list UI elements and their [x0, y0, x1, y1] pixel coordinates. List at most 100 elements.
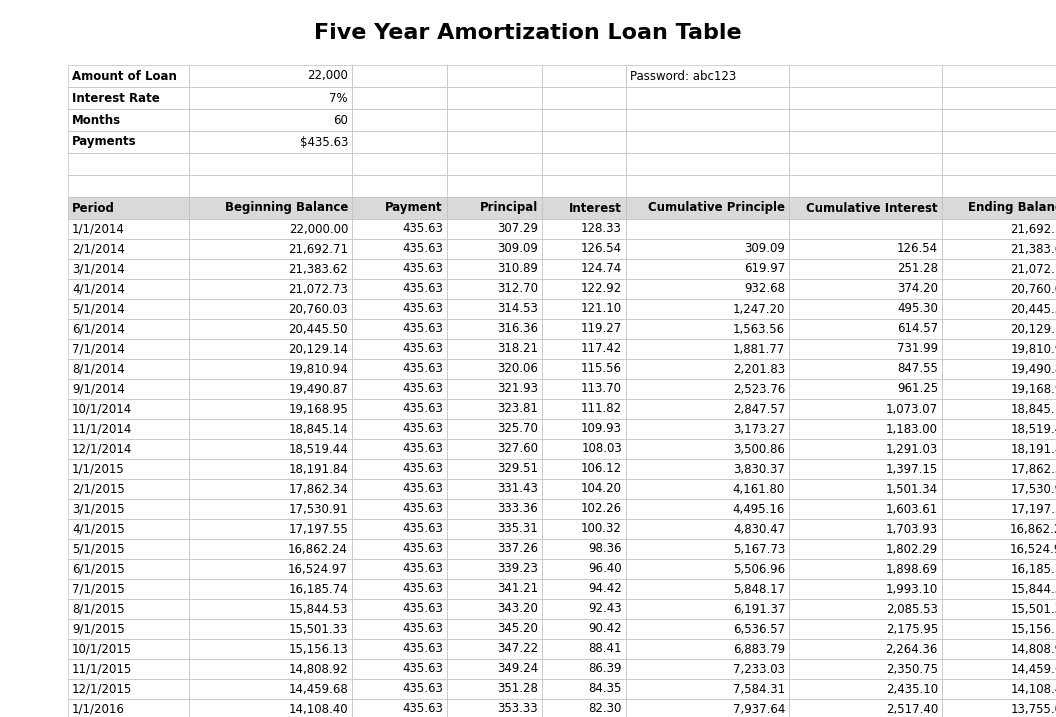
- Bar: [626, 579, 789, 599]
- Bar: [789, 459, 942, 479]
- Text: 435.63: 435.63: [402, 402, 444, 415]
- Text: 1,247.20: 1,247.20: [733, 303, 785, 315]
- Bar: [447, 459, 542, 479]
- Bar: [942, 539, 1056, 559]
- Text: 6/1/2015: 6/1/2015: [72, 563, 125, 576]
- Text: 435.63: 435.63: [402, 462, 444, 475]
- Text: 435.63: 435.63: [402, 382, 444, 396]
- Bar: [942, 65, 1056, 87]
- Bar: [352, 519, 447, 539]
- Bar: [352, 131, 447, 153]
- Text: 435.63: 435.63: [402, 242, 444, 255]
- Bar: [789, 279, 942, 299]
- Bar: [942, 439, 1056, 459]
- Bar: [68, 459, 189, 479]
- Bar: [352, 219, 447, 239]
- Bar: [447, 539, 542, 559]
- Text: 316.36: 316.36: [497, 323, 538, 336]
- Text: 7,584.31: 7,584.31: [733, 683, 785, 695]
- Bar: [189, 639, 352, 659]
- Text: 19,490.87: 19,490.87: [288, 382, 348, 396]
- Bar: [942, 419, 1056, 439]
- Text: 339.23: 339.23: [497, 563, 538, 576]
- Bar: [189, 679, 352, 699]
- Bar: [789, 319, 942, 339]
- Text: 5,506.96: 5,506.96: [733, 563, 785, 576]
- Text: 17,862.34: 17,862.34: [1011, 462, 1056, 475]
- Bar: [789, 153, 942, 175]
- Text: 1,603.61: 1,603.61: [886, 503, 938, 516]
- Bar: [189, 399, 352, 419]
- Bar: [68, 239, 189, 259]
- Bar: [789, 419, 942, 439]
- Text: 435.63: 435.63: [402, 303, 444, 315]
- Text: 333.36: 333.36: [497, 503, 538, 516]
- Text: 435.63: 435.63: [402, 602, 444, 615]
- Bar: [68, 319, 189, 339]
- Bar: [189, 109, 352, 131]
- Text: 435.63: 435.63: [402, 582, 444, 596]
- Bar: [68, 599, 189, 619]
- Text: 329.51: 329.51: [497, 462, 538, 475]
- Text: 310.89: 310.89: [497, 262, 538, 275]
- Bar: [542, 259, 626, 279]
- Text: 9/1/2014: 9/1/2014: [72, 382, 125, 396]
- Text: 108.03: 108.03: [581, 442, 622, 455]
- Text: 22,000: 22,000: [307, 70, 348, 82]
- Bar: [68, 175, 189, 197]
- Text: 20,129.14: 20,129.14: [288, 343, 348, 356]
- Bar: [626, 319, 789, 339]
- Bar: [542, 559, 626, 579]
- Bar: [542, 153, 626, 175]
- Text: 9/1/2015: 9/1/2015: [72, 622, 125, 635]
- Bar: [789, 359, 942, 379]
- Text: 1,291.03: 1,291.03: [886, 442, 938, 455]
- Text: 12/1/2015: 12/1/2015: [72, 683, 132, 695]
- Text: 96.40: 96.40: [588, 563, 622, 576]
- Text: 309.09: 309.09: [744, 242, 785, 255]
- Text: 15,156.13: 15,156.13: [1011, 622, 1056, 635]
- Text: 18,845.14: 18,845.14: [288, 422, 348, 435]
- Bar: [189, 439, 352, 459]
- Text: 435.63: 435.63: [402, 663, 444, 675]
- Bar: [447, 599, 542, 619]
- Text: 16,185.74: 16,185.74: [1011, 563, 1056, 576]
- Text: 314.53: 314.53: [497, 303, 538, 315]
- Text: 8/1/2014: 8/1/2014: [72, 363, 125, 376]
- Text: 6,536.57: 6,536.57: [733, 622, 785, 635]
- Bar: [447, 639, 542, 659]
- Bar: [352, 399, 447, 419]
- Bar: [542, 279, 626, 299]
- Bar: [68, 559, 189, 579]
- Bar: [542, 679, 626, 699]
- Text: 126.54: 126.54: [897, 242, 938, 255]
- Bar: [189, 499, 352, 519]
- Text: 6,883.79: 6,883.79: [733, 642, 785, 655]
- Bar: [942, 279, 1056, 299]
- Text: 12/1/2014: 12/1/2014: [72, 442, 132, 455]
- Text: 335.31: 335.31: [497, 523, 538, 536]
- Text: 111.82: 111.82: [581, 402, 622, 415]
- Text: 5/1/2015: 5/1/2015: [72, 543, 125, 556]
- Bar: [942, 259, 1056, 279]
- Bar: [626, 559, 789, 579]
- Bar: [542, 579, 626, 599]
- Bar: [626, 519, 789, 539]
- Bar: [68, 699, 189, 717]
- Text: 1,703.93: 1,703.93: [886, 523, 938, 536]
- Bar: [447, 65, 542, 87]
- Text: 349.24: 349.24: [497, 663, 538, 675]
- Bar: [352, 699, 447, 717]
- Text: 343.20: 343.20: [497, 602, 538, 615]
- Bar: [542, 619, 626, 639]
- Text: 84.35: 84.35: [588, 683, 622, 695]
- Bar: [352, 419, 447, 439]
- Bar: [352, 197, 447, 219]
- Bar: [447, 659, 542, 679]
- Bar: [447, 359, 542, 379]
- Text: 1,881.77: 1,881.77: [733, 343, 785, 356]
- Text: 21,072.73: 21,072.73: [288, 282, 348, 295]
- Text: 11/1/2014: 11/1/2014: [72, 422, 132, 435]
- Bar: [942, 659, 1056, 679]
- Text: 18,519.44: 18,519.44: [1011, 422, 1056, 435]
